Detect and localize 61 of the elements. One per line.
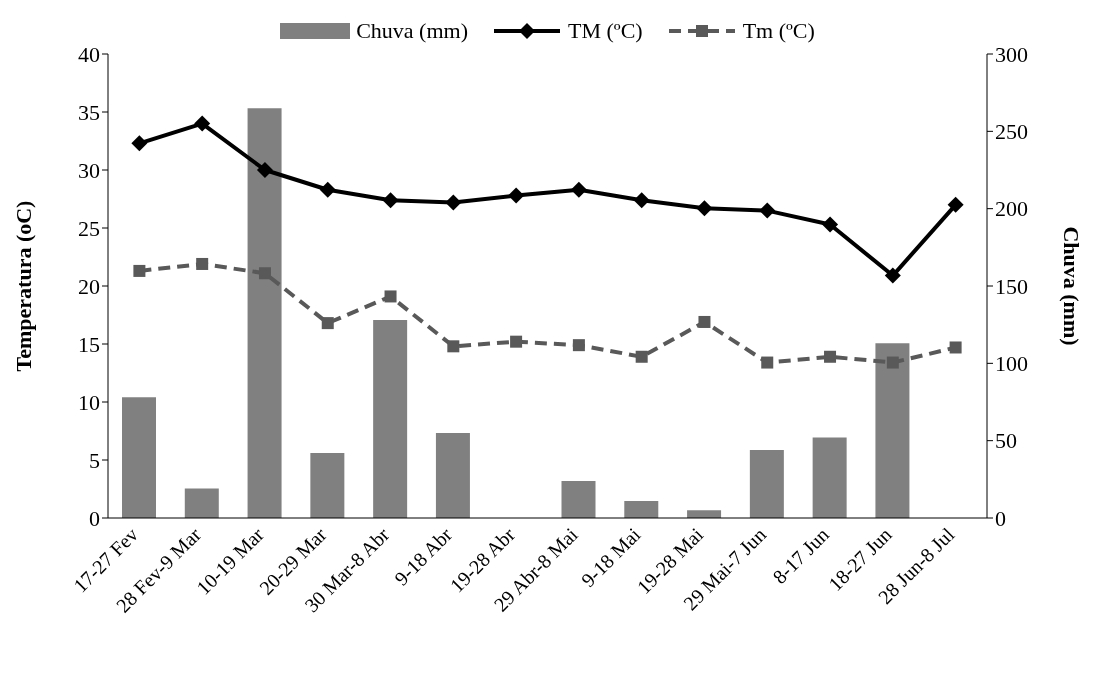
point [447,340,460,353]
bar [875,343,910,518]
point [319,181,336,198]
point [256,162,273,178]
point [384,290,397,303]
bar [624,500,659,518]
y2-tick-label: 50 [995,428,1017,454]
bar [812,437,847,518]
y2-axis-title: Chuva (mm) [1059,226,1085,346]
point [572,339,585,352]
point [321,317,334,330]
bar [122,397,156,518]
y2-tick-label: 300 [995,41,1028,67]
point [133,264,146,277]
legend-label: Tm (ºC) [742,18,815,44]
y2-tick-label: 100 [995,351,1028,377]
point [824,350,837,363]
y-tick-label: 5 [89,447,100,473]
point [633,192,650,209]
y-tick-label: 30 [78,157,100,183]
point [508,187,525,204]
bar [749,449,784,518]
point [761,356,774,369]
bar [247,108,282,518]
y-tick-label: 25 [78,215,100,241]
point [194,115,211,132]
bar [687,510,722,518]
point [258,267,271,280]
point [947,196,964,213]
y-tick-label: 15 [78,331,100,357]
bar [310,453,345,518]
point [510,335,523,348]
y2-tick-label: 250 [995,119,1028,145]
legend-label: TM (ºC) [567,18,643,44]
y2-tick-label: 200 [995,196,1028,222]
bar [184,488,219,518]
y-tick-label: 0 [89,505,100,531]
bar [373,320,408,518]
y-axis-title: Temperatura (oC) [10,200,36,372]
y-tick-label: 20 [78,273,100,299]
point [822,216,839,233]
point [696,200,713,217]
y-tick-label: 35 [78,99,100,125]
point [196,257,209,270]
y2-tick-label: 150 [995,273,1028,299]
point [635,350,648,363]
point [382,192,399,209]
point [949,341,962,354]
point [131,135,148,152]
point [445,194,462,211]
y-tick-label: 10 [78,389,100,415]
point [759,202,776,219]
point [698,315,711,328]
point [570,181,587,198]
point [884,267,901,284]
y-tick-label: 40 [78,41,100,67]
y2-tick-label: 0 [995,505,1006,531]
bar [435,432,470,518]
point [886,356,899,369]
bar [561,480,596,518]
legend-label: Chuva (mm) [356,18,468,44]
